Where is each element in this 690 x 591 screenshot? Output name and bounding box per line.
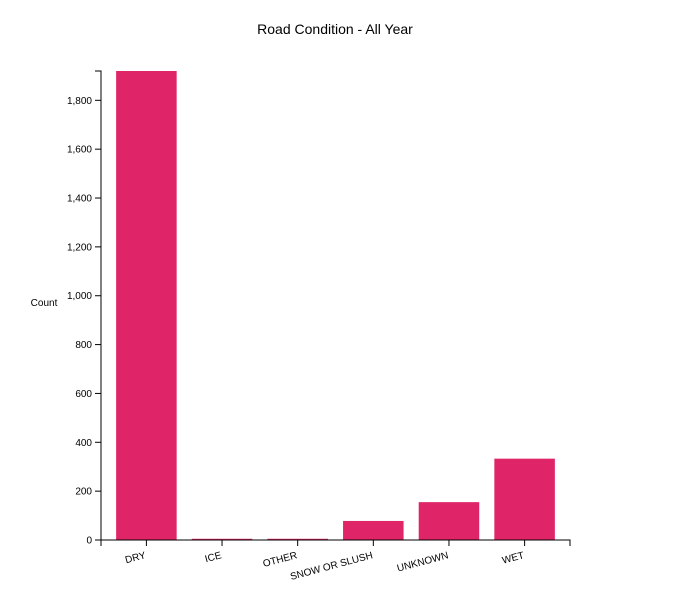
y-tick-label: 1,200 — [67, 242, 92, 253]
y-tick-label: 0 — [86, 536, 92, 547]
y-tick-label: 400 — [75, 438, 92, 449]
y-tick-label: 1,800 — [67, 96, 92, 107]
bar-dry — [116, 71, 177, 540]
x-tick-label: ICE — [204, 550, 223, 565]
bar-unknown — [418, 502, 480, 540]
bars-group — [116, 71, 555, 540]
bar-wet — [494, 458, 555, 540]
y-axis-line — [95, 70, 102, 541]
y-tick-label: 1,000 — [67, 291, 92, 302]
x-tick-label: SNOW OR SLUSH — [289, 550, 374, 583]
chart-title: Road Condition - All Year — [257, 21, 413, 37]
bar-ice — [191, 538, 253, 540]
y-tick-label: 200 — [75, 487, 92, 498]
y-tick-label: 1,600 — [67, 145, 92, 156]
x-tick-label: OTHER — [262, 550, 299, 570]
bar-other — [267, 538, 328, 540]
y-axis-label: Count — [31, 298, 58, 309]
y-tick-label: 800 — [75, 340, 92, 351]
y-tick-label: 1,400 — [67, 194, 92, 205]
y-tick-label: 600 — [75, 389, 92, 400]
x-axis-line — [100, 539, 571, 546]
bar-snow-or-slush — [343, 520, 404, 540]
y-axis: 0 200 400 600 800 1,000 1,200 1,400 1,600 1,800 — [67, 70, 102, 547]
x-tick-label: WET — [501, 550, 525, 566]
x-tick-label: UNKNOWN — [396, 550, 450, 574]
x-tick-label: DRY — [124, 550, 147, 566]
